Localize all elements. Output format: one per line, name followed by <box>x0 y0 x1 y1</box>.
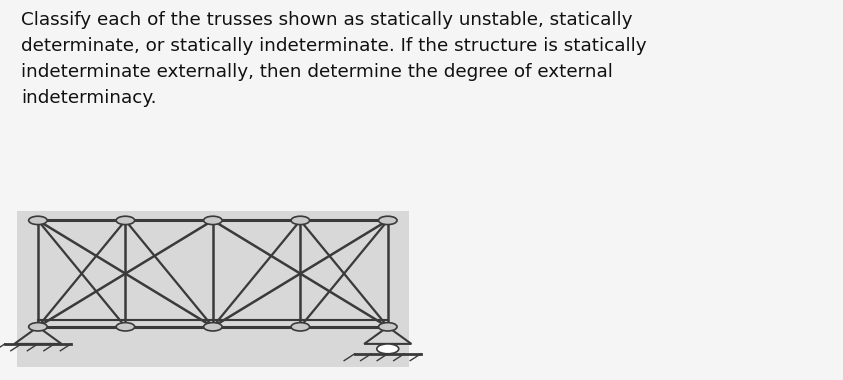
Circle shape <box>379 216 397 225</box>
Bar <box>17 211 409 367</box>
Circle shape <box>116 216 135 225</box>
Circle shape <box>291 216 309 225</box>
Circle shape <box>379 323 397 331</box>
Circle shape <box>377 344 399 354</box>
Text: Classify each of the trusses shown as statically unstable, statically
determinat: Classify each of the trusses shown as st… <box>21 11 647 106</box>
Circle shape <box>203 323 222 331</box>
Circle shape <box>291 323 309 331</box>
Circle shape <box>116 323 135 331</box>
Circle shape <box>203 216 222 225</box>
Circle shape <box>29 216 47 225</box>
Circle shape <box>29 323 47 331</box>
